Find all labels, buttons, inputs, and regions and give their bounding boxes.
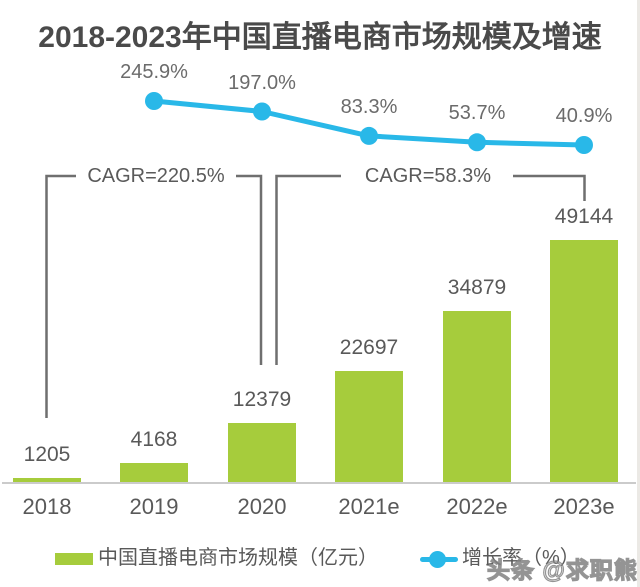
x-axis-label: 2019 (129, 494, 179, 519)
bar-value-label: 49144 (554, 205, 614, 228)
growth-rate-points (145, 92, 593, 154)
x-axis-label: 2022e (446, 494, 508, 519)
bar-2018 (13, 478, 81, 484)
chart-title: 2018-2023年中国直播电商市场规模及增速 (38, 21, 602, 54)
legend: 中国直播电商市场规模（亿元） 增长率（%） (0, 544, 640, 576)
cagr-bracket-right-start (275, 174, 341, 365)
bar-value-label: 12379 (232, 388, 292, 411)
bar-value-label: 22697 (339, 336, 399, 359)
x-axis-label: 2020 (237, 494, 287, 519)
growth-rate-label: 40.9% (555, 105, 613, 127)
bar-2023e (550, 240, 618, 484)
cagr-annotation-left: CAGR=220.5% (87, 165, 225, 187)
legend-line-dot-icon (429, 551, 446, 568)
x-axis-label: 2021e (338, 494, 400, 519)
growth-rate-label: 197.0% (228, 71, 296, 94)
legend-bar-swatch (55, 553, 93, 565)
bar-2020 (228, 423, 296, 484)
bar-2022e (443, 311, 511, 484)
screenshot-edge (637, 0, 640, 587)
x-axis-label: 2023e (553, 494, 615, 519)
cagr-bracket-left-end (236, 174, 263, 365)
growth-point (145, 92, 163, 110)
bar-2021e (335, 371, 403, 484)
cagr-annotation-right: CAGR=58.3% (364, 165, 492, 187)
bar-value-label: 4168 (130, 428, 178, 451)
legend-line-label: 增长率（%） (462, 547, 580, 569)
growth-rate-label: 53.7% (448, 102, 506, 125)
growth-point (468, 133, 486, 152)
growth-point (360, 126, 378, 145)
growth-rate-label: 245.9% (120, 61, 188, 83)
x-axis-label: 2018 (22, 494, 72, 519)
bar-2019 (120, 463, 188, 484)
growth-rate-label: 83.3% (340, 95, 398, 118)
cagr-bracket-left-start (45, 174, 76, 418)
growth-point (575, 136, 593, 154)
growth-point (253, 102, 271, 121)
bar-value-label: 34879 (447, 276, 507, 299)
watermark: 头条 @求职熊 (486, 556, 638, 583)
x-axis-line (2, 482, 636, 484)
bar-value-label: 1205 (23, 443, 71, 466)
cagr-bracket-right-end (513, 174, 586, 201)
legend-bar-label: 中国直播电商市场规模（亿元） (98, 547, 378, 569)
